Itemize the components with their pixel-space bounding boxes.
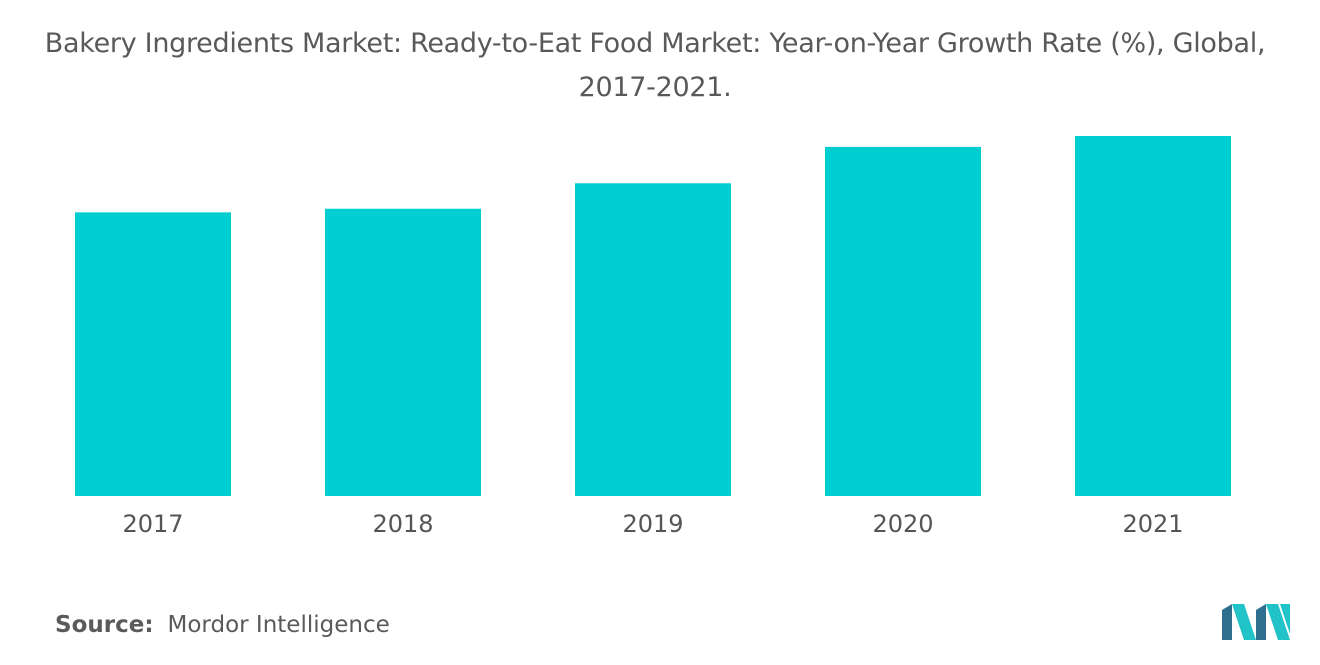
x-tick-label-2020: 2020	[872, 510, 933, 538]
source-value: Mordor Intelligence	[167, 612, 390, 638]
x-tick-label-2018: 2018	[372, 510, 433, 538]
x-tick-label-2019: 2019	[622, 510, 683, 538]
source-label: Source:	[55, 612, 154, 638]
bar-2018	[325, 208, 481, 496]
chart-title-line-1: Bakery Ingredients Market: Ready-to-Eat …	[44, 28, 1266, 59]
x-tick-label-2017: 2017	[122, 510, 183, 538]
chart-title: Bakery Ingredients Market: Ready-to-Eat …	[0, 22, 1310, 110]
mordor-intelligence-logo-icon	[1222, 604, 1290, 640]
chart-title-line-2: 2017-2021.	[578, 72, 732, 103]
source-note: Source: Mordor Intelligence	[55, 612, 390, 638]
bar-2021	[1075, 136, 1231, 496]
bar-2019	[575, 183, 731, 497]
x-tick-label-2021: 2021	[1122, 510, 1183, 538]
bar-2020	[825, 146, 981, 496]
bar-2017	[75, 212, 231, 496]
